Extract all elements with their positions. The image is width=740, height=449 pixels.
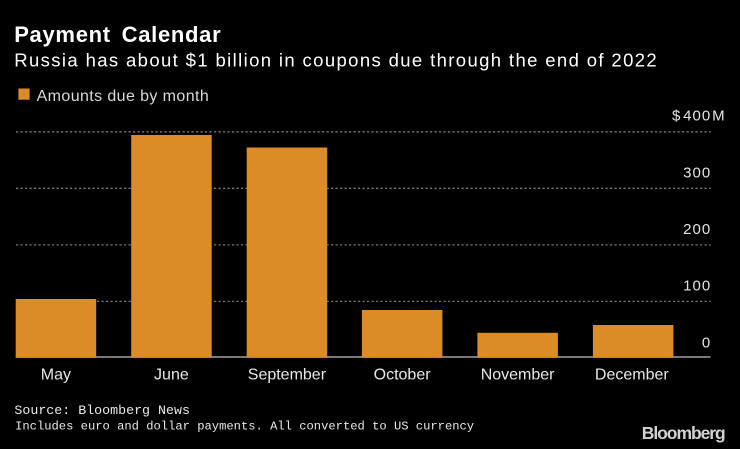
svg-text:June: June <box>154 366 189 383</box>
svg-text:September: September <box>248 366 327 383</box>
svg-text:M: M <box>712 108 725 125</box>
svg-text:May: May <box>41 366 71 383</box>
svg-text:Source: Bloomberg News: Source: Bloomberg News <box>14 403 190 418</box>
svg-text:October: October <box>374 366 432 383</box>
svg-text:Includes euro and dollar payme: Includes euro and dollar payments. All c… <box>15 420 474 434</box>
svg-text:$400: $400 <box>672 108 711 125</box>
svg-text:Amounts due by month: Amounts due by month <box>37 88 210 105</box>
svg-text:November: November <box>481 366 555 383</box>
svg-text:Bloomberg: Bloomberg <box>642 423 725 443</box>
svg-text:Payment Calendar: Payment Calendar <box>14 22 221 47</box>
svg-text:100: 100 <box>683 277 711 294</box>
svg-text:December: December <box>595 366 669 383</box>
svg-text:300: 300 <box>683 164 711 181</box>
svg-text:Russia has about $1 billion in: Russia has about $1 billion in coupons d… <box>14 50 658 71</box>
svg-text:0: 0 <box>702 334 711 351</box>
svg-text:200: 200 <box>683 221 711 238</box>
